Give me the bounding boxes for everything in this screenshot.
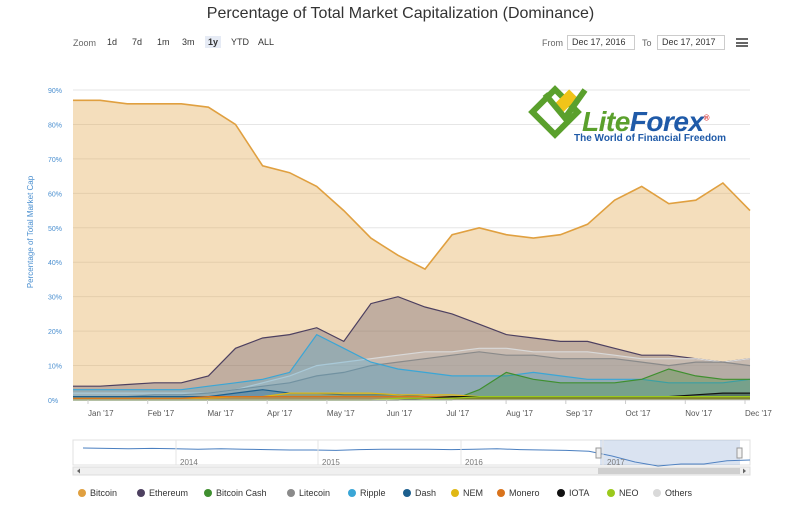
navigator-series-line [82, 447, 751, 467]
x-tick-label: Jun '17 [387, 409, 413, 418]
navigator-scroll-thumb [598, 468, 740, 474]
chart-title: Percentage of Total Market Capitalizatio… [206, 5, 595, 22]
y-tick-label: 50% [48, 226, 62, 233]
y-tick-label: 90% [48, 88, 62, 95]
x-tick-label: Dec '17 [745, 409, 772, 418]
to-label: To [642, 38, 652, 48]
x-tick-label: Nov '17 [685, 409, 712, 418]
x-tick-label: Apr '17 [267, 409, 293, 418]
legend-item-neo[interactable]: NEO [607, 488, 639, 498]
x-tick-label: Feb '17 [148, 409, 175, 418]
legend-dot [137, 489, 145, 497]
zoom-1d-button[interactable]: 1d [107, 37, 118, 47]
y-tick-label: 80% [48, 122, 62, 129]
scroll-left-arrow-icon [77, 468, 80, 474]
zoom-all-button[interactable]: ALL [258, 37, 275, 47]
scroll-right-arrow-icon [743, 468, 746, 474]
legend-item-others[interactable]: Others [653, 488, 692, 498]
x-axis-ticks: Jan '17 Feb '17 Mar '17 Apr '17 May '17 Jun '… [73, 399, 772, 418]
legend-dot [497, 489, 505, 497]
series-line-ethereum [73, 296, 751, 387]
legend-item-ripple[interactable]: Ripple [348, 488, 386, 498]
y-tick-label: 70% [48, 157, 62, 164]
y-axis-ticks: 0% 10% 20% 30% 40% 50% 60% 70% 80% 90% [48, 88, 62, 405]
legend-item-dash[interactable]: Dash [403, 488, 436, 498]
x-tick-label: Sep '17 [566, 409, 593, 418]
series-area-iota [73, 393, 750, 400]
liteforex-logo-icon [528, 85, 588, 139]
legend-item-nem[interactable]: NEM [451, 488, 483, 498]
series-areas [73, 99, 751, 401]
series-area-bitcoin [73, 100, 750, 401]
legend-dot [287, 489, 295, 497]
y-tick-label: 60% [48, 191, 62, 198]
zoom-label: Zoom [73, 38, 97, 48]
series-area-bitcoin-cash [73, 369, 750, 400]
x-tick-label: Jan '17 [88, 409, 114, 418]
series-area-ethereum [73, 296, 750, 400]
series-area-litecoin [73, 351, 750, 400]
navigator-left-handle [595, 447, 602, 459]
y-tick-label: 30% [48, 295, 62, 302]
legend-dot [653, 489, 661, 497]
x-tick-label: Mar '17 [207, 409, 234, 418]
plot-area [73, 78, 750, 400]
legend-item-monero[interactable]: Monero [497, 488, 540, 498]
from-label: From [542, 38, 563, 48]
legend-dot [607, 489, 615, 497]
navigator-year-label: 2017 [607, 458, 625, 467]
navigator-right-handle [736, 447, 743, 459]
series-line-others [73, 347, 751, 394]
legend-item-bitcoin[interactable]: Bitcoin [78, 488, 117, 498]
y-tick-label: 40% [48, 260, 62, 267]
x-tick-label: Jul '17 [446, 409, 469, 418]
navigator-year-label: 2016 [465, 458, 483, 467]
series-line-bitcoin [73, 99, 751, 271]
navigator-year-label: 2015 [322, 458, 340, 467]
zoom-1y-button[interactable]: 1y [205, 36, 222, 48]
legend-dot [78, 489, 86, 497]
x-tick-label: Aug '17 [506, 409, 533, 418]
y-tick-label: 10% [48, 364, 62, 371]
legend-dot [403, 489, 411, 497]
legend-item-ethereum[interactable]: Ethereum [137, 488, 188, 498]
navigator-selected-range [600, 440, 740, 465]
legend-dot [204, 489, 212, 497]
series-area-others [73, 348, 750, 400]
y-axis-label: Percentage of Total Market Cap [26, 175, 35, 288]
navigator-year-label: 2014 [180, 458, 198, 467]
series-area-ripple [73, 334, 750, 400]
legend-dot [557, 489, 565, 497]
logo-brand: LiteForex® [582, 106, 709, 137]
hamburger-menu-icon[interactable] [736, 38, 748, 47]
zoom-ytd-button[interactable]: YTD [231, 37, 249, 47]
plot-background [73, 78, 750, 400]
y-tick-label: 0% [48, 398, 58, 405]
x-tick-label: May '17 [327, 409, 355, 418]
from-date-input[interactable]: Dec 17, 2016 [567, 35, 635, 50]
navigator-scrollbar [72, 466, 751, 476]
legend-item-bitcoin-cash[interactable]: Bitcoin Cash [204, 488, 267, 498]
zoom-7d-button[interactable]: 7d [132, 37, 143, 47]
legend-dot [348, 489, 356, 497]
y-tick-label: 20% [48, 329, 62, 336]
navigator-panel [72, 439, 751, 466]
zoom-3m-button[interactable]: 3m [182, 37, 195, 47]
range-navigator[interactable]: 2014 2015 2016 2017 [72, 439, 751, 476]
logo-tagline: The World of Financial Freedom [574, 133, 727, 144]
legend-item-litecoin[interactable]: Litecoin [287, 488, 330, 498]
legend-item-iota[interactable]: IOTA [557, 488, 589, 498]
to-date-input[interactable]: Dec 17, 2017 [657, 35, 725, 50]
series-line-litecoin [73, 351, 751, 398]
zoom-1m-button[interactable]: 1m [157, 37, 170, 47]
x-tick-label: Oct '17 [626, 409, 652, 418]
legend-dot [451, 489, 459, 497]
